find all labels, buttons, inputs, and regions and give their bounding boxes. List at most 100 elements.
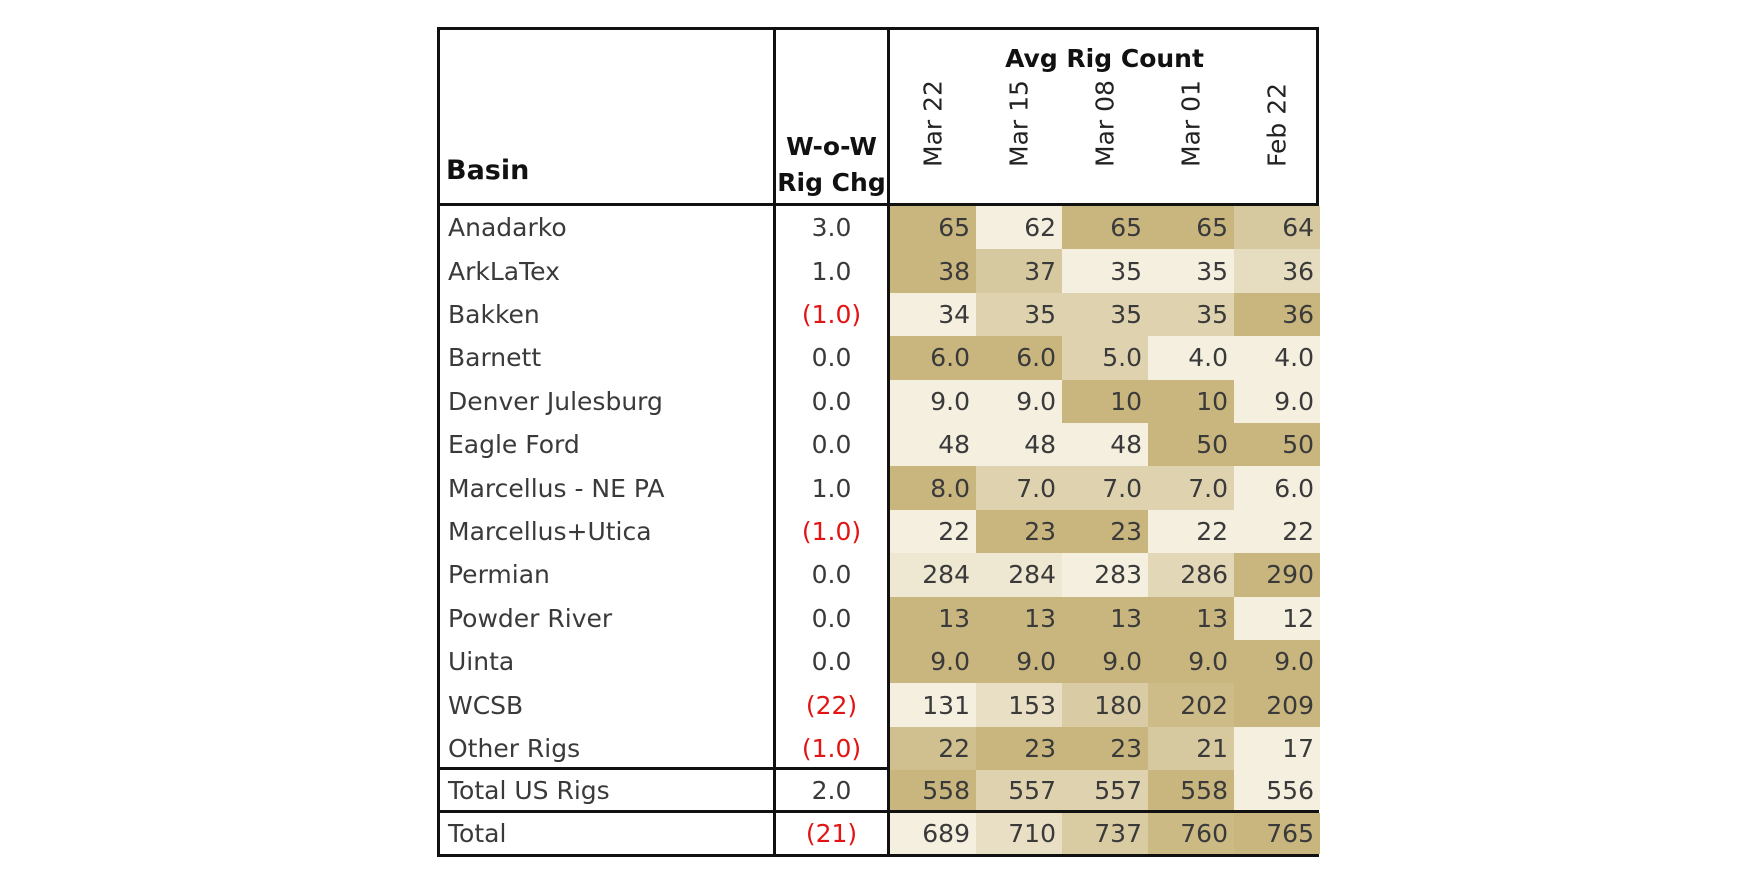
rig-count-cell: 50 xyxy=(1148,423,1234,467)
rig-count-cell: 35 xyxy=(1062,249,1148,293)
rig-count-cell: 209 xyxy=(1234,683,1320,727)
rig-count-cell: 153 xyxy=(976,683,1062,727)
basin-name: Uinta xyxy=(448,647,515,677)
rig-count-cell: 556 xyxy=(1234,770,1320,810)
rig-count-cell: 48 xyxy=(976,423,1062,467)
rig-count-cell: 21 xyxy=(1148,726,1234,771)
basin-name: WCSB xyxy=(448,690,524,720)
rig-count-cell: 23 xyxy=(1062,726,1148,771)
rig-count-cell: 9.0 xyxy=(1234,640,1320,684)
rig-count-cell: 8.0 xyxy=(890,466,976,510)
rig-count-cell: 62 xyxy=(976,206,1062,250)
rig-count-cell: 34 xyxy=(890,292,976,337)
rig-count-cell: 50 xyxy=(1234,423,1320,467)
rig-count-cell: 7.0 xyxy=(1062,466,1148,510)
date-header-label: Mar 01 xyxy=(1176,80,1206,167)
wow-rig-change: 0.0 xyxy=(811,343,852,373)
rig-count-cell: 131 xyxy=(890,683,976,727)
rig-count-cell: 23 xyxy=(976,509,1062,554)
basin-name: Total xyxy=(448,819,507,848)
basin-name: Anadarko xyxy=(448,213,567,243)
total-us-divider xyxy=(440,767,1316,770)
rig-count-cell: 36 xyxy=(1234,249,1320,293)
rig-count-cell: 558 xyxy=(1148,770,1234,810)
rig-count-cell: 22 xyxy=(890,509,976,554)
rig-count-cell: 23 xyxy=(976,726,1062,771)
rig-count-cell: 7.0 xyxy=(976,466,1062,510)
wow-rig-change: 3.0 xyxy=(811,213,852,243)
rig-count-cell: 35 xyxy=(1062,292,1148,337)
rig-count-cell: 557 xyxy=(1062,770,1148,810)
rig-count-cell: 38 xyxy=(890,249,976,293)
wow-rig-change: 0.0 xyxy=(811,603,852,633)
basin-name: Barnett xyxy=(448,343,542,373)
rig-count-cell: 13 xyxy=(976,596,1062,640)
basin-name: Denver Julesburg xyxy=(448,386,663,416)
rig-count-cell: 290 xyxy=(1234,553,1320,597)
rig-count-cell: 48 xyxy=(1062,423,1148,467)
rig-count-cell: 4.0 xyxy=(1234,336,1320,380)
wow-rig-change: 0.0 xyxy=(811,386,852,416)
wow-rig-change: 1.0 xyxy=(811,256,852,286)
basin-name: Permian xyxy=(448,560,550,590)
rig-count-cell: 765 xyxy=(1234,813,1320,854)
basin-name: Total US Rigs xyxy=(448,775,610,805)
rig-count-cell: 13 xyxy=(890,596,976,640)
rig-count-cell: 12 xyxy=(1234,596,1320,640)
rig-count-cell: 35 xyxy=(1148,292,1234,337)
rig-count-cell: 286 xyxy=(1148,553,1234,597)
basin-name: Eagle Ford xyxy=(448,430,580,460)
basin-name: Other Rigs xyxy=(448,733,581,763)
rig-count-cell: 36 xyxy=(1234,292,1320,337)
rig-count-cell: 9.0 xyxy=(1234,379,1320,423)
basin-name: Marcellus - NE PA xyxy=(448,473,665,503)
column-divider xyxy=(887,30,890,854)
rig-count-cell: 9.0 xyxy=(976,379,1062,423)
date-header: Mar 01 xyxy=(1148,80,1234,200)
rig-count-cell: 10 xyxy=(1148,379,1234,423)
basin-name: ArkLaTex xyxy=(448,256,560,286)
rig-count-cell: 65 xyxy=(890,206,976,250)
rig-count-cell: 6.0 xyxy=(1234,466,1320,510)
date-header-label: Feb 22 xyxy=(1262,82,1292,167)
date-header-label: Mar 08 xyxy=(1090,80,1120,167)
wow-rig-change: 1.0 xyxy=(811,473,852,503)
basin-name: Bakken xyxy=(448,299,540,329)
rig-count-cell: 6.0 xyxy=(976,336,1062,380)
wow-rig-chg-header: W-o-W Rig Chg xyxy=(776,120,887,210)
rig-count-cell: 65 xyxy=(1148,206,1234,250)
date-header-label: Mar 22 xyxy=(918,80,948,167)
rig-count-cell: 558 xyxy=(890,770,976,810)
rig-count-cell: 37 xyxy=(976,249,1062,293)
rig-count-cell: 9.0 xyxy=(890,640,976,684)
basin-name: Powder River xyxy=(448,603,613,633)
wow-rig-change: 2.0 xyxy=(811,775,852,805)
rig-count-cell: 7.0 xyxy=(1148,466,1234,510)
wow-rig-change: 0.0 xyxy=(811,430,852,460)
avg-rig-count-header: Avg Rig Count xyxy=(1005,43,1204,73)
rig-count-cell: 23 xyxy=(1062,509,1148,554)
wow-rig-change: 0.0 xyxy=(811,647,852,677)
rig-count-cell: 557 xyxy=(976,770,1062,810)
wow-rig-change: (21) xyxy=(805,819,858,848)
wow-rig-change: (22) xyxy=(805,690,858,720)
rig-count-cell: 4.0 xyxy=(1148,336,1234,380)
rig-count-cell: 10 xyxy=(1062,379,1148,423)
rig-count-cell: 180 xyxy=(1062,683,1148,727)
rig-count-cell: 284 xyxy=(976,553,1062,597)
wow-header-line1: W-o-W xyxy=(786,132,877,161)
wow-rig-change: (1.0) xyxy=(801,733,862,763)
rig-count-cell: 9.0 xyxy=(1062,640,1148,684)
wow-rig-change: 0.0 xyxy=(811,560,852,590)
basin-name: Marcellus+Utica xyxy=(448,516,652,546)
rig-count-cell: 283 xyxy=(1062,553,1148,597)
date-header-label: Mar 15 xyxy=(1004,80,1034,167)
wow-header-line2: Rig Chg xyxy=(777,168,886,197)
column-divider xyxy=(773,30,776,854)
wow-rig-change: (1.0) xyxy=(801,299,862,329)
date-header: Feb 22 xyxy=(1234,83,1320,200)
rig-count-cell: 710 xyxy=(976,813,1062,854)
rig-count-cell: 737 xyxy=(1062,813,1148,854)
rig-count-cell: 35 xyxy=(1148,249,1234,293)
header-divider xyxy=(440,203,1316,206)
